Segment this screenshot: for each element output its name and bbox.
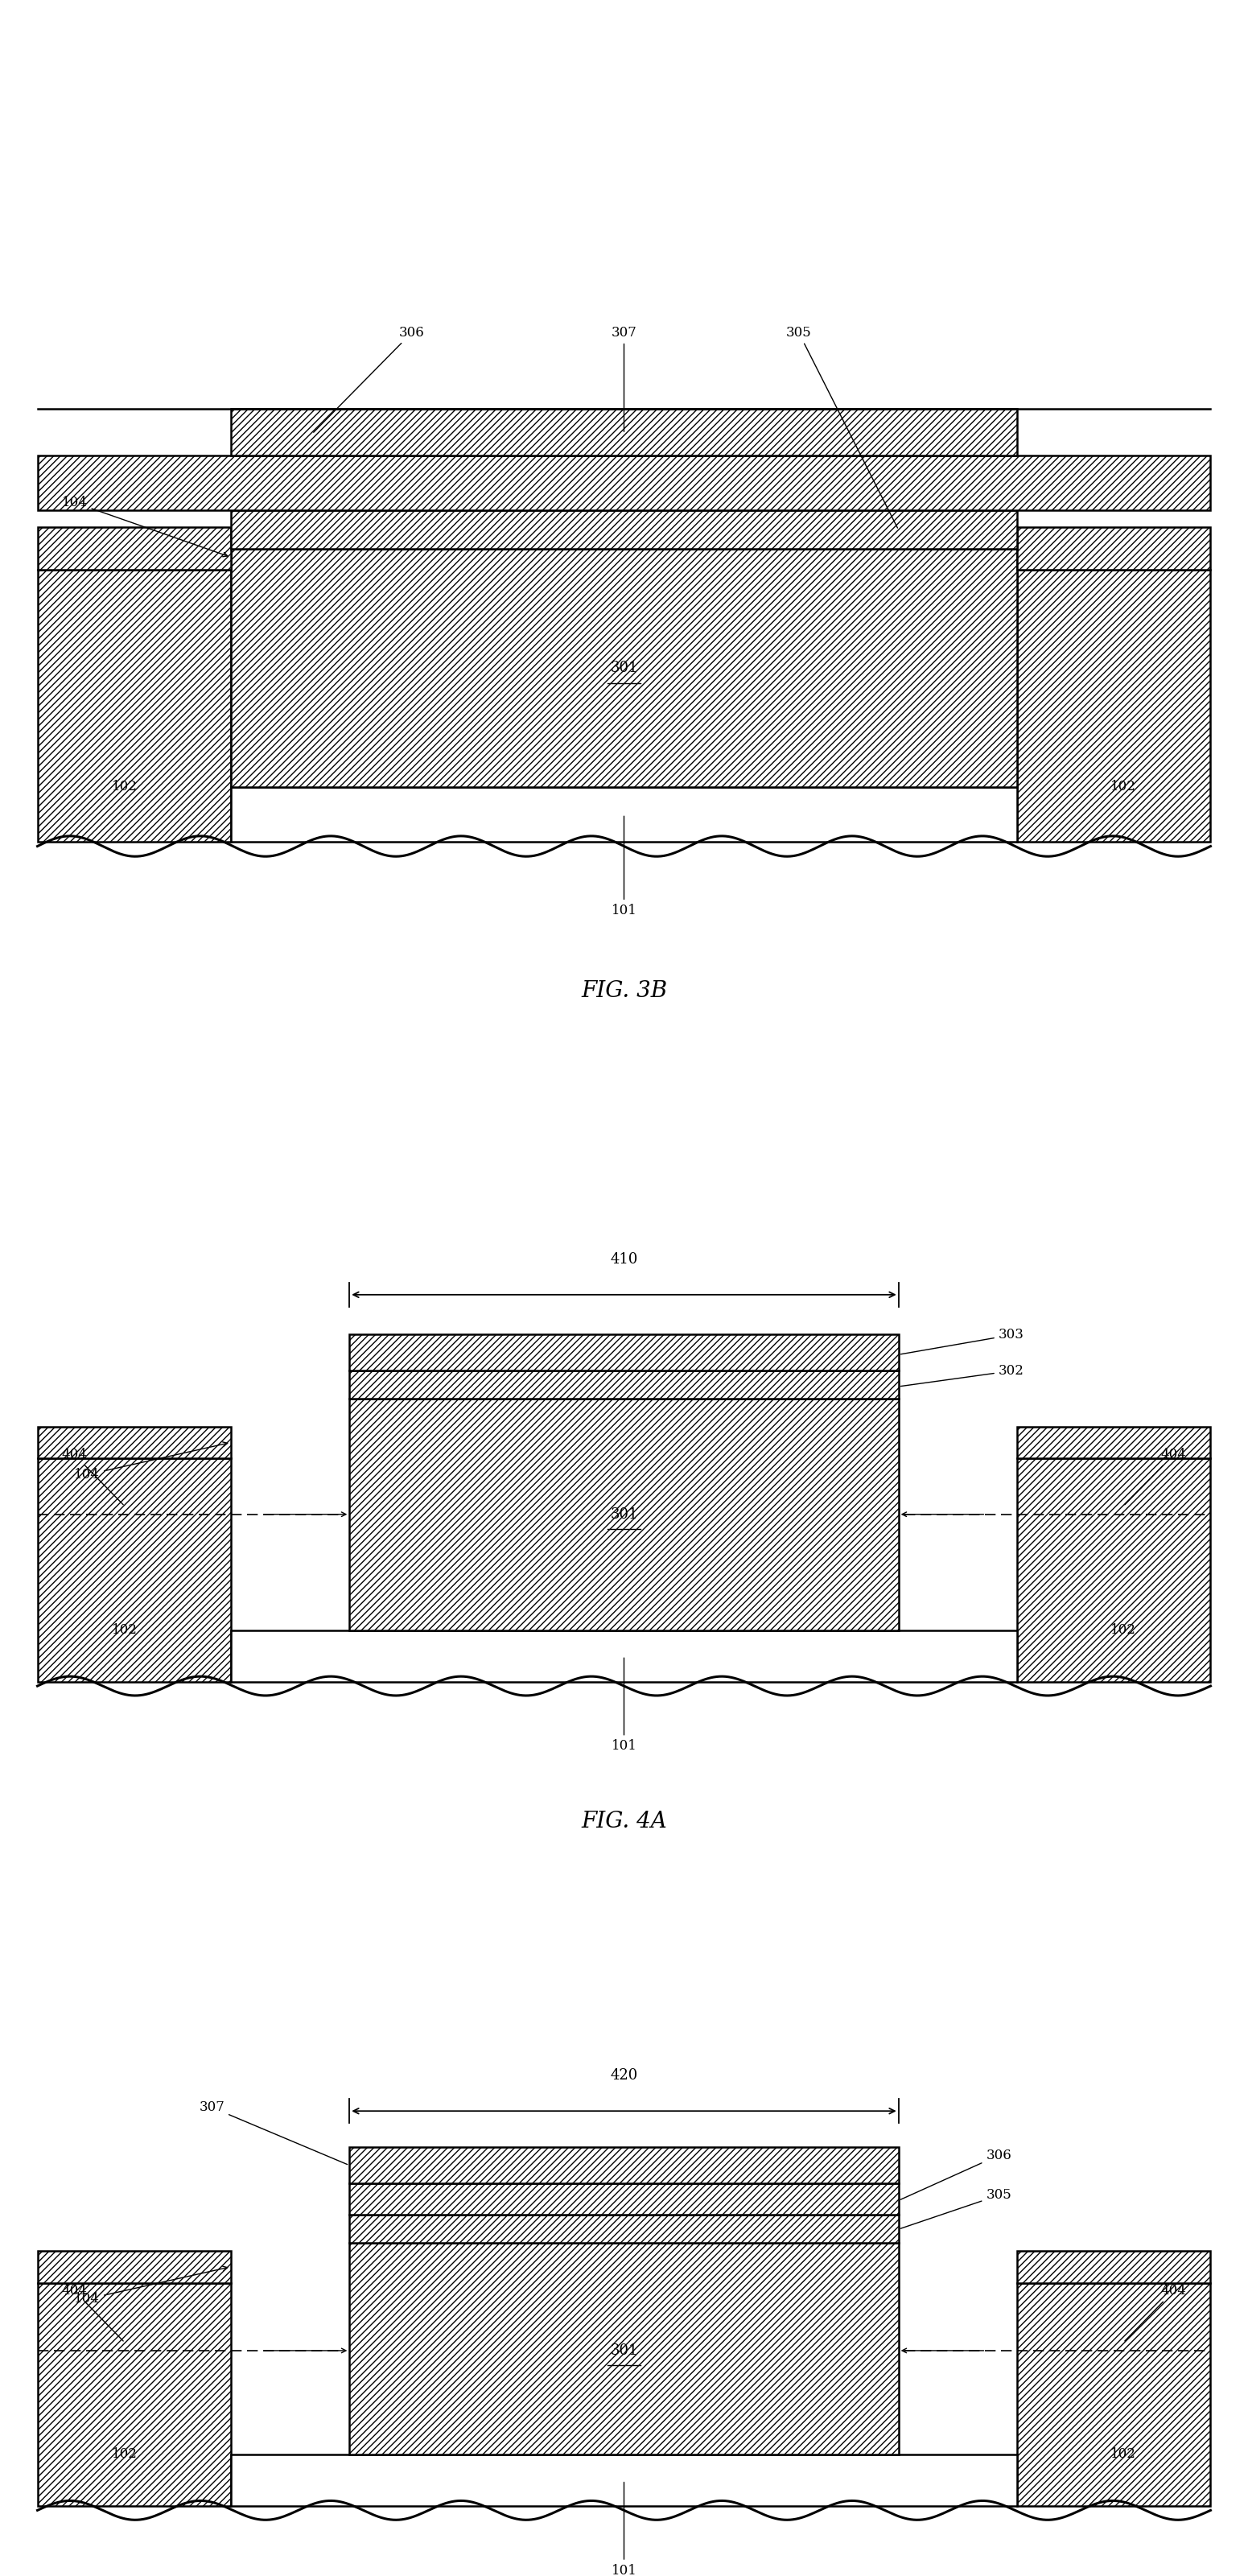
Text: 102: 102 [1111, 1623, 1136, 1636]
Bar [1017, 1458, 1211, 1682]
Bar [231, 2455, 1017, 2506]
Bar [349, 1334, 899, 1370]
Text: 301: 301 [610, 659, 638, 675]
Text: 102: 102 [112, 1623, 137, 1636]
Text: 301: 301 [610, 2344, 638, 2357]
Text: 301: 301 [610, 1507, 638, 1522]
Bar [1017, 2251, 1211, 2282]
Bar [1017, 1427, 1211, 1458]
Bar [37, 456, 1211, 510]
Text: 305: 305 [901, 2190, 1011, 2228]
Text: 102: 102 [112, 781, 137, 793]
Text: 404: 404 [61, 1448, 124, 1504]
Text: 307: 307 [612, 325, 636, 433]
Bar [1017, 528, 1211, 569]
Bar [37, 2282, 231, 2506]
Text: 102: 102 [1111, 781, 1136, 793]
Bar [37, 2251, 231, 2282]
Text: 104: 104 [74, 2267, 227, 2306]
Bar [37, 1427, 231, 1458]
Bar [231, 786, 1017, 842]
Bar [231, 410, 1017, 456]
Bar [231, 549, 1017, 786]
Bar [231, 1631, 1017, 1682]
Text: 404: 404 [61, 2285, 124, 2342]
Bar [1017, 2282, 1211, 2506]
Text: 101: 101 [612, 2483, 636, 2576]
Text: 101: 101 [612, 1659, 636, 1754]
Bar [349, 2244, 899, 2455]
Text: 404: 404 [1124, 1448, 1187, 1504]
Text: 305: 305 [786, 325, 897, 528]
Bar [349, 2146, 899, 2182]
Text: 307: 307 [198, 2099, 347, 2164]
Text: 102: 102 [1111, 2447, 1136, 2460]
Bar [349, 2215, 899, 2244]
Text: 104: 104 [61, 495, 227, 556]
Bar [349, 1370, 899, 1399]
Text: 306: 306 [313, 325, 424, 433]
Text: FIG. 3B: FIG. 3B [580, 979, 668, 1002]
Text: 303: 303 [901, 1329, 1025, 1355]
Text: 101: 101 [612, 817, 636, 917]
Bar [1017, 569, 1211, 842]
Text: 410: 410 [610, 1252, 638, 1267]
Text: 420: 420 [610, 2069, 638, 2084]
Text: 104: 104 [74, 1443, 227, 1481]
Bar [349, 2182, 899, 2215]
Text: 306: 306 [901, 2148, 1011, 2200]
Text: 404: 404 [1124, 2285, 1187, 2342]
Text: 102: 102 [112, 2447, 137, 2460]
Text: 302: 302 [901, 1365, 1025, 1386]
Text: FIG. 4A: FIG. 4A [582, 1811, 666, 1832]
Bar [349, 1399, 899, 1631]
Bar [231, 510, 1017, 549]
Bar [37, 569, 231, 842]
Bar [37, 1458, 231, 1682]
Bar [37, 528, 231, 569]
